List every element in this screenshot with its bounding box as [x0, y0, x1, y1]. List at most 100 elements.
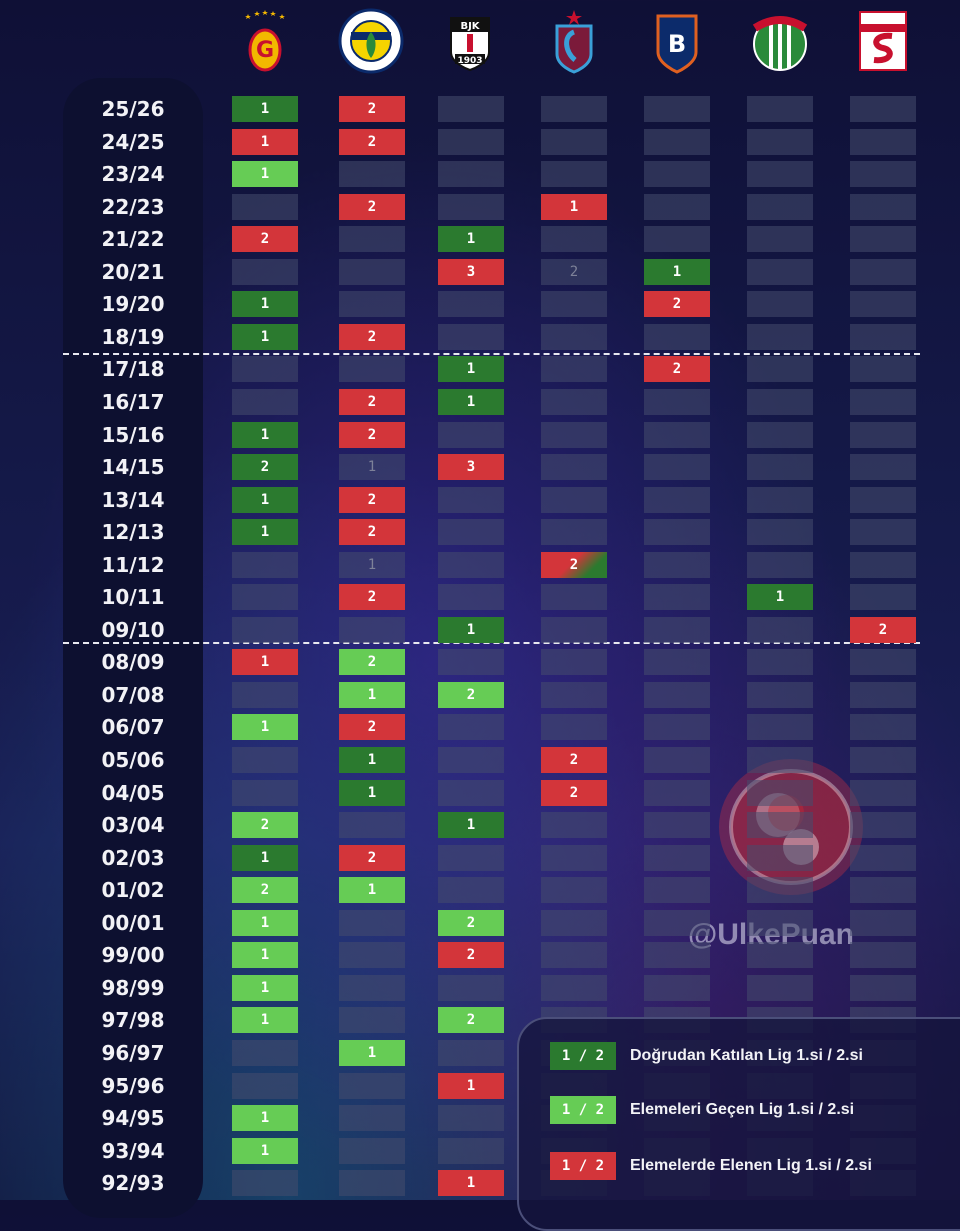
legend-swatch-direct: 1 / 2 [550, 1042, 616, 1070]
empty-cell [747, 194, 813, 220]
empty-cell [850, 747, 916, 773]
result-cell: 1 [747, 584, 813, 610]
season-label: 95/96 [101, 1074, 165, 1098]
result-cell: 1 [438, 1170, 504, 1196]
result-cell: 2 [339, 714, 405, 740]
galatasaray-crest-icon: G [245, 10, 285, 72]
empty-cell [850, 291, 916, 317]
result-cell: 1 [232, 519, 298, 545]
empty-cell [644, 584, 710, 610]
result-cell: 1 [541, 194, 607, 220]
empty-cell [747, 389, 813, 415]
empty-cell [438, 877, 504, 903]
empty-cell [438, 1138, 504, 1164]
empty-cell [339, 942, 405, 968]
result-cell: 2 [644, 356, 710, 382]
result-cell: 1 [232, 487, 298, 513]
result-cell: 2 [541, 747, 607, 773]
empty-cell [747, 291, 813, 317]
season-label: 16/17 [101, 390, 165, 414]
empty-cell [541, 226, 607, 252]
season-label: 94/95 [101, 1106, 165, 1130]
empty-cell [339, 226, 405, 252]
season-label: 08/09 [101, 650, 165, 674]
empty-cell [850, 259, 916, 285]
result-cell: 2 [339, 845, 405, 871]
empty-cell [644, 519, 710, 545]
empty-cell [232, 617, 298, 643]
empty-cell [747, 780, 813, 806]
season-label: 17/18 [101, 357, 165, 381]
result-cell: 1 [438, 1073, 504, 1099]
empty-cell [850, 910, 916, 936]
result-cell: 2 [339, 194, 405, 220]
empty-cell [850, 96, 916, 122]
season-label: 03/04 [101, 813, 165, 837]
result-cell: 1 [232, 1105, 298, 1131]
empty-cell [541, 812, 607, 838]
result-cell: 1 [232, 291, 298, 317]
empty-cell [644, 812, 710, 838]
basaksehir-crest-icon: B [656, 14, 698, 74]
empty-cell [747, 422, 813, 448]
season-label: 22/23 [101, 195, 165, 219]
season-label: 93/94 [101, 1139, 165, 1163]
empty-cell [850, 942, 916, 968]
empty-cell [644, 422, 710, 448]
empty-cell [339, 1170, 405, 1196]
empty-cell [644, 226, 710, 252]
result-cell: 2 [438, 910, 504, 936]
season-label: 24/25 [101, 130, 165, 154]
empty-cell [541, 649, 607, 675]
season-label: 09/10 [101, 618, 165, 642]
empty-cell [541, 422, 607, 448]
empty-cell [644, 454, 710, 480]
empty-cell [747, 259, 813, 285]
empty-cell [541, 845, 607, 871]
result-cell: 2 [438, 942, 504, 968]
result-cell: 1 [232, 324, 298, 350]
empty-cell [232, 356, 298, 382]
empty-cell [232, 259, 298, 285]
empty-cell [644, 877, 710, 903]
empty-cell [850, 129, 916, 155]
empty-cell [438, 649, 504, 675]
legend-label-qualified: Elemeleri Geçen Lig 1.si / 2.si [630, 1101, 855, 1118]
season-label: 05/06 [101, 748, 165, 772]
empty-cell [541, 291, 607, 317]
empty-cell [438, 845, 504, 871]
empty-cell [644, 780, 710, 806]
empty-cell [339, 617, 405, 643]
result-cell: 1 [232, 975, 298, 1001]
empty-cell [232, 389, 298, 415]
empty-cell [541, 714, 607, 740]
empty-cell [232, 1170, 298, 1196]
empty-cell [850, 356, 916, 382]
result-cell: 2 [339, 649, 405, 675]
empty-cell [747, 845, 813, 871]
empty-cell [339, 975, 405, 1001]
empty-cell [339, 259, 405, 285]
result-cell: 1 [339, 682, 405, 708]
empty-cell [232, 1040, 298, 1066]
empty-cell [747, 161, 813, 187]
result-cell: 2 [232, 226, 298, 252]
result-cell: 1 [232, 161, 298, 187]
empty-cell [438, 194, 504, 220]
era-divider-2 [63, 642, 920, 644]
season-label: 12/13 [101, 520, 165, 544]
empty-cell [438, 161, 504, 187]
empty-cell [438, 487, 504, 513]
season-label: 14/15 [101, 455, 165, 479]
empty-cell [644, 552, 710, 578]
result-cell: 1 [232, 422, 298, 448]
result-cell: 2 [232, 877, 298, 903]
empty-cell [339, 291, 405, 317]
result-cell: 2 [438, 1007, 504, 1033]
result-cell: 1 [339, 747, 405, 773]
season-label: 21/22 [101, 227, 165, 251]
result-cell: 1 [438, 226, 504, 252]
empty-cell [339, 1007, 405, 1033]
empty-cell [747, 617, 813, 643]
empty-cell [850, 877, 916, 903]
